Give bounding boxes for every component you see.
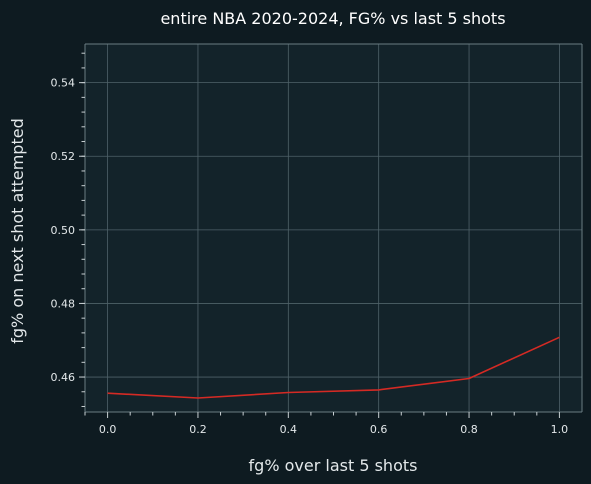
series-line: [107, 336, 560, 399]
x-tick-label: 0.6: [370, 423, 388, 436]
grid: [85, 44, 582, 412]
y-tick-label: 0.52: [51, 150, 76, 163]
plot-area: [85, 44, 582, 412]
x-tick-label: 0.2: [189, 423, 207, 436]
series-layer: [107, 336, 560, 399]
x-axis-ticks: 0.0 0.2 0.4 0.6 0.8 1.0: [84, 412, 569, 436]
y-axis-label: fg% on next shot attempted: [8, 118, 27, 343]
x-axis-label: fg% over last 5 shots: [249, 456, 418, 475]
x-tick-label: 1.0: [551, 423, 569, 436]
x-tick-label: 0.0: [99, 423, 117, 436]
x-tick-label: 0.8: [460, 423, 478, 436]
y-tick-label: 0.54: [51, 77, 76, 90]
y-tick-label: 0.48: [51, 297, 76, 310]
y-tick-label: 0.50: [51, 224, 76, 237]
y-axis-ticks: 0.46 0.48 0.50 0.52 0.54: [51, 52, 85, 407]
y-tick-label: 0.46: [51, 371, 76, 384]
chart-title: entire NBA 2020-2024, FG% vs last 5 shot…: [160, 9, 505, 28]
x-tick-label: 0.4: [280, 423, 298, 436]
